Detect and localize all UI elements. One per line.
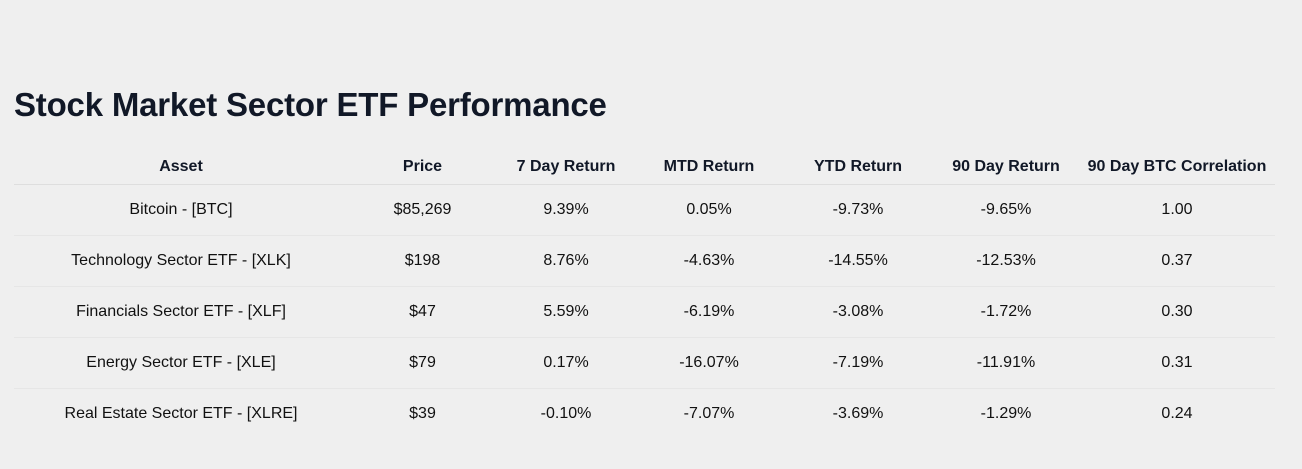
header-ytd-return: YTD Return (783, 150, 933, 185)
cell-asset: Bitcoin - [BTC] (14, 184, 348, 236)
page-title: Stock Market Sector ETF Performance (14, 86, 607, 123)
table-row: Bitcoin - [BTC] $85,269 9.39% 0.05% -9.7… (14, 184, 1275, 236)
cell-mtd-return: -7.07% (683, 405, 735, 422)
cell-ytd-return: -14.55% (783, 235, 933, 287)
cell-90-day-return: -1.72% (933, 286, 1079, 338)
cell-mtd-return: 0.05% (635, 184, 783, 236)
cell-btc-correlation: 1.00 (1079, 184, 1275, 236)
cell-btc-correlation: 0.37 (1079, 235, 1275, 287)
header-asset: Asset (14, 150, 348, 185)
cell-price: $39 (409, 405, 436, 422)
etf-performance-table: Asset Price 7 Day Return MTD Return YTD … (14, 150, 1275, 439)
header-mtd-return: MTD Return (635, 150, 783, 185)
table-row: Technology Sector ETF - [XLK] $198 8.76%… (14, 235, 1275, 287)
header-row: Asset Price 7 Day Return MTD Return YTD … (14, 150, 1275, 185)
cell-price: $47 (348, 286, 497, 338)
cell-price: $198 (348, 235, 497, 287)
cell-price: $79 (348, 337, 497, 389)
table-body: Bitcoin - [BTC] $85,269 9.39% 0.05% -9.7… (14, 184, 1275, 440)
table-row: Energy Sector ETF - [XLE] $79 0.17% -16.… (14, 337, 1275, 389)
cell-mtd-return: -16.07% (635, 337, 783, 389)
cell-ytd-return: -9.73% (783, 184, 933, 236)
cell-mtd-return: -4.63% (635, 235, 783, 287)
cell-90-day-return: -11.91% (933, 337, 1079, 389)
table-header: Asset Price 7 Day Return MTD Return YTD … (14, 150, 1275, 185)
table-row: Financials Sector ETF - [XLF] $47 5.59% … (14, 286, 1275, 338)
cell-7-day-return: 9.39% (497, 184, 635, 236)
cell-btc-correlation: 0.30 (1079, 286, 1275, 338)
cell-ytd-return: -3.08% (783, 286, 933, 338)
cell-ytd-return: -3.69% (832, 405, 884, 422)
cell-price: $85,269 (348, 184, 497, 236)
cell-90-day-return: -1.29% (980, 405, 1032, 422)
cell-90-day-return: -12.53% (933, 235, 1079, 287)
header-90-day-btc-correlation: 90 Day BTC Correlation (1079, 150, 1275, 185)
cell-asset: Energy Sector ETF - [XLE] (14, 337, 348, 389)
cell-asset: Technology Sector ETF - [XLK] (14, 235, 348, 287)
cell-mtd-return: -6.19% (635, 286, 783, 338)
table-row: Real Estate Sector ETF - [XLRE] $39 -0.1… (14, 389, 1275, 440)
header-90-day-return: 90 Day Return (933, 150, 1079, 185)
cell-7-day-return: 8.76% (497, 235, 635, 287)
cell-btc-correlation: 0.31 (1079, 337, 1275, 389)
cell-asset: Financials Sector ETF - [XLF] (14, 286, 348, 338)
cell-btc-correlation: 0.24 (1161, 405, 1193, 422)
cell-ytd-return: -7.19% (783, 337, 933, 389)
cell-90-day-return: -9.65% (933, 184, 1079, 236)
header-7-day-return: 7 Day Return (497, 150, 635, 185)
cell-7-day-return: 0.17% (497, 337, 635, 389)
cell-7-day-return: 5.59% (497, 286, 635, 338)
cell-7-day-return: -0.10% (540, 405, 592, 422)
header-price: Price (348, 150, 497, 185)
cell-asset: Real Estate Sector ETF - [XLRE] (64, 405, 298, 422)
